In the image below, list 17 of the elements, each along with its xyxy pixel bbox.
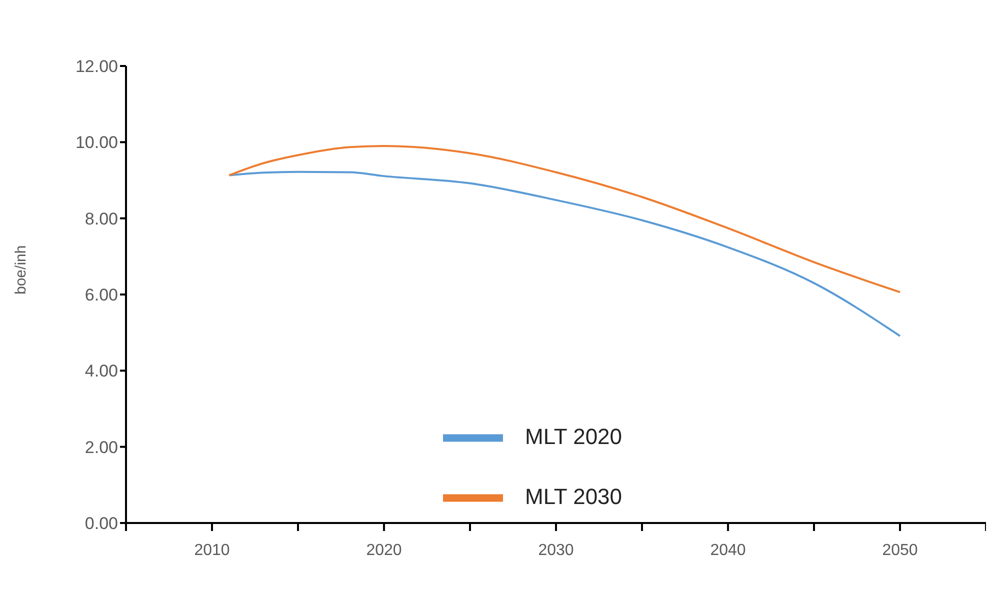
y-tick-label: 6.00: [84, 286, 118, 305]
x-tick-label: 2010: [194, 542, 230, 559]
x-tick-label: 2050: [882, 542, 918, 559]
y-axis-title: boe/inh: [12, 245, 30, 294]
x-tick-label: 2040: [710, 542, 746, 559]
y-tick-label: 4.00: [84, 362, 118, 381]
y-tick-label: 8.00: [84, 209, 118, 228]
x-tick-label: 2020: [366, 542, 402, 559]
legend-label: MLT 2030: [525, 484, 622, 509]
y-tick-label: 10.00: [75, 133, 118, 152]
legend-label: MLT 2020: [525, 424, 622, 449]
line-series: [228, 144, 901, 294]
line-series: [228, 170, 901, 338]
y-tick-label: 0.00: [84, 514, 118, 534]
y-tick-label: 12.00: [75, 57, 118, 76]
y-tick-label: 2.00: [84, 438, 118, 457]
x-tick-label: 2030: [538, 542, 574, 559]
